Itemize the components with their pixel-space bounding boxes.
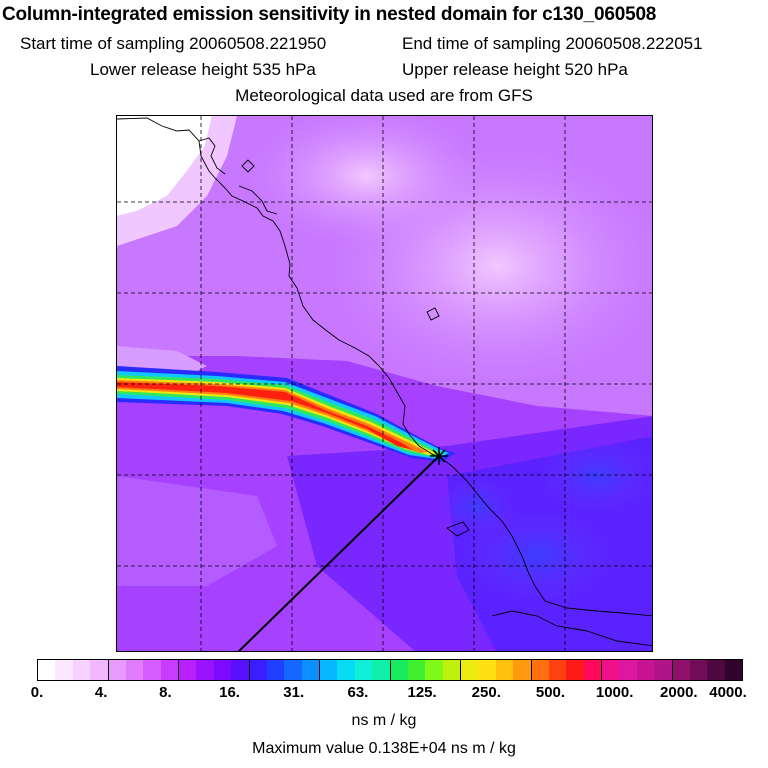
colorbar-segment (125, 660, 144, 680)
colorbar-segment (461, 660, 479, 680)
lower-release-height-label: Lower release height 535 hPa (90, 60, 316, 79)
colorbar-segment (425, 660, 443, 680)
colorbar-segment (513, 660, 532, 680)
field-pale-blob-2 (247, 116, 487, 246)
field-blue-blob-3 (437, 476, 517, 536)
colorbar-tick-label: 0. (30, 684, 44, 701)
colorbar-segment (160, 660, 179, 680)
colorbar-segment (672, 660, 690, 680)
colorbar-segment (55, 660, 73, 680)
colorbar-segment (478, 660, 496, 680)
colorbar-tick-label: 250. (471, 684, 501, 701)
colorbar-tick-label: 63. (347, 684, 369, 701)
colorbar-segment (583, 660, 602, 680)
meteorological-data-label: Meteorological data used are from GFS (235, 86, 533, 105)
coastline-inlet (198, 137, 226, 175)
colorbar-tick-label: 1000. (595, 684, 634, 701)
upper-release-height-label: Upper release height 520 hPa (402, 60, 628, 79)
colorbar-segment (689, 660, 708, 680)
coastline-east (491, 610, 652, 647)
colorbar-segment (143, 660, 161, 680)
colorbar-tick-label: 31. (283, 684, 305, 701)
field-southwest-light (117, 476, 277, 586)
field-blue-blob (537, 436, 652, 516)
colorbar-segment (284, 660, 302, 680)
colorbar (37, 659, 743, 681)
lat-lon-grid (117, 116, 652, 651)
colorbar-segment (636, 660, 655, 680)
colorbar-segment (213, 660, 232, 680)
island-2 (426, 307, 440, 321)
colorbar-segment (654, 660, 673, 680)
colorbar-segment (442, 660, 461, 680)
start-time-label: Start time of sampling 20060508.221950 (20, 34, 327, 53)
colorbar-segment (196, 660, 214, 680)
colorbar-tick-label: 125. (407, 684, 437, 701)
lake (446, 521, 470, 537)
colorbar-segment (38, 660, 56, 680)
plot-title: Column-integrated emission sensitivity i… (2, 4, 657, 25)
colorbar-tick-label: 500. (535, 684, 566, 701)
colorbar-segment (372, 660, 391, 680)
plume-green (117, 375, 443, 457)
colorbar-segment (724, 660, 742, 680)
colorbar-segment (337, 660, 355, 680)
colorbar-segment (566, 660, 584, 680)
colorbar-segment (266, 660, 285, 680)
colorbar-segment (531, 660, 549, 680)
colorbar-segment (90, 660, 109, 680)
colorbar-tick-label: 4. (94, 684, 108, 701)
field-white-corner (117, 116, 212, 216)
colorbar-segment (354, 660, 373, 680)
coastline (117, 117, 652, 617)
colorbar-segment (548, 660, 567, 680)
colorbar-segment (72, 660, 91, 680)
colorbar-tick-label: 4000. (709, 684, 747, 701)
colorbar-segment (231, 660, 250, 680)
end-time-label: End time of sampling 20060508.222051 (402, 34, 703, 53)
colorbar-segment (707, 660, 725, 680)
colorbar-segment (619, 660, 637, 680)
coastline-peninsula (238, 185, 278, 215)
flight-track (237, 455, 440, 651)
colorbar-tick-label: 8. (159, 684, 172, 701)
colorbar-segment (320, 660, 338, 680)
colorbar-segment (602, 660, 620, 680)
colorbar-segment (249, 660, 267, 680)
plume-red (117, 382, 413, 450)
colorbar-tick-label: 2000. (660, 684, 698, 701)
maximum-value-label: Maximum value 0.138E+04 ns m / kg (252, 740, 516, 757)
sensitivity-map (116, 115, 653, 652)
colorbar-segment (407, 660, 426, 680)
colorbar-segment (108, 660, 126, 680)
colorbar-tick-label: 16. (219, 684, 240, 701)
colorbar-units: ns m / kg (351, 712, 417, 729)
colorbar-segment (495, 660, 514, 680)
colorbar-segment (179, 660, 197, 680)
colorbar-segment (301, 660, 320, 680)
release-point-marker (430, 447, 448, 465)
field-light-fringe (117, 116, 237, 246)
colorbar-segment (390, 660, 408, 680)
island (241, 159, 255, 173)
